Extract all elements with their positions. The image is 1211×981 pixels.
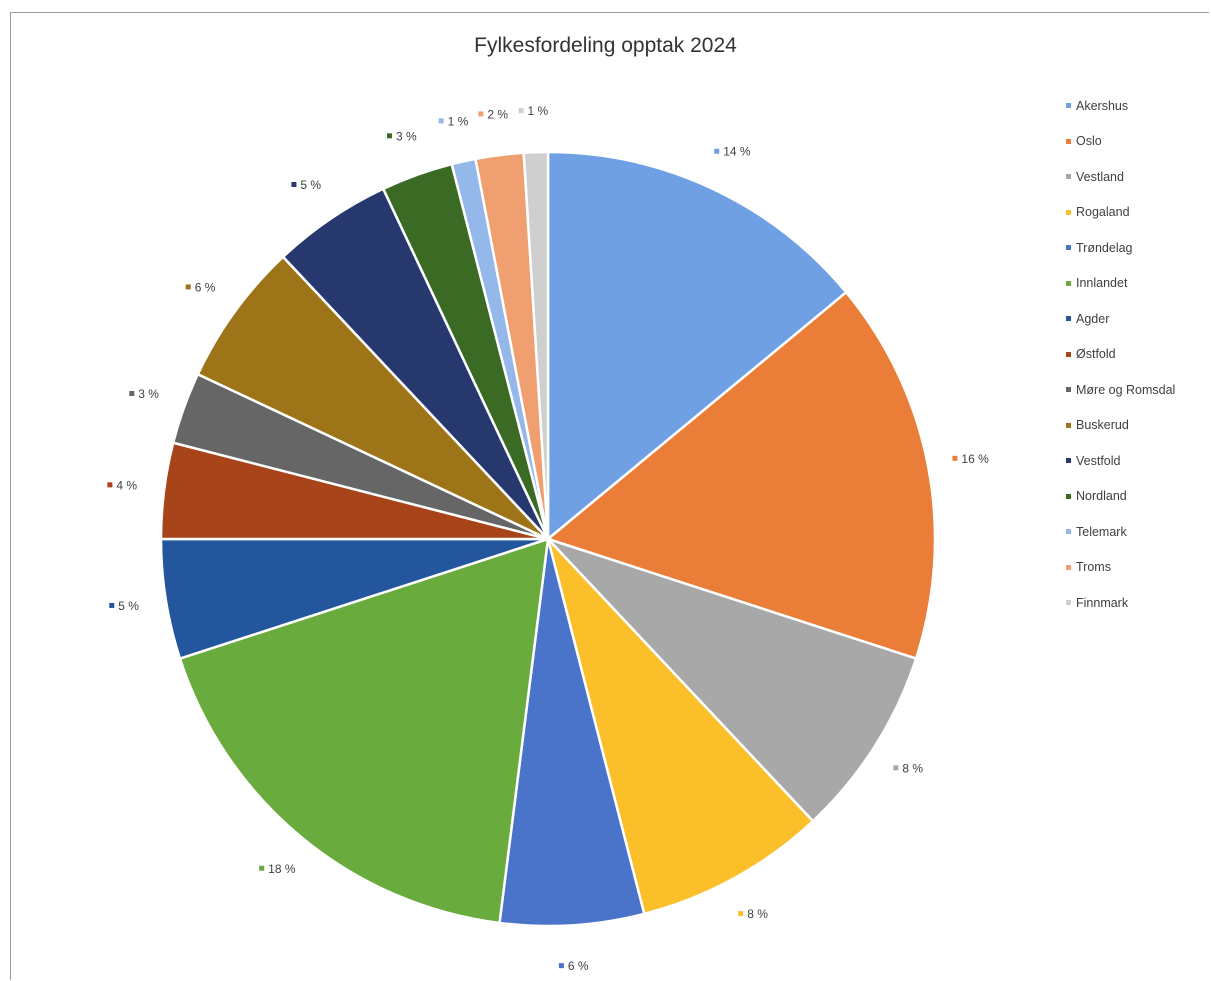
data-label-marker-vestfold [291,182,297,188]
data-label-marker-trondelag [558,963,564,969]
pie-slice-rogaland [546,538,815,916]
data-label-marker-buskerud [185,284,191,290]
legend-item-troms: Troms [1066,550,1175,586]
data-label-akershus: 14 % [723,145,751,159]
legend-swatch [1066,316,1071,322]
legend-label: Finnmark [1076,595,1129,610]
legend-swatch [1066,280,1071,286]
legend-swatch [1066,493,1071,499]
legend-item-telemark: Telemark [1066,514,1175,550]
data-label-marker-agder [109,602,115,608]
pie-slice-oslo [545,290,937,661]
legend-label: Østfold [1076,347,1116,362]
data-label-marker-vestland [893,765,899,771]
data-label-marker-more-og-romsdal [129,391,135,397]
legend-label: Nordland [1076,489,1127,504]
legend-swatch [1066,174,1071,180]
data-label-marker-telemark [438,118,444,124]
pie-slice-vestland [547,537,918,823]
legend-item-finnmark: Finnmark [1066,585,1175,621]
data-label-marker-nordland [387,133,393,139]
legend-item-vestland: Vestland [1066,159,1175,195]
data-label-marker-rogaland [738,911,744,917]
legend-swatch [1066,245,1071,251]
data-label-marker-finnmark [518,108,524,114]
legend-item-innlandet: Innlandet [1066,266,1175,302]
data-label-troms: 2 % [487,107,508,121]
pie-slice-akershus [546,150,848,542]
data-label-oslo: 16 % [961,452,989,466]
legend-swatch [1066,387,1071,393]
legend-swatch [1066,138,1071,144]
data-label-finnmark: 1 % [528,104,549,118]
legend-item-more-og-romsdal: Møre og Romsdal [1066,372,1175,408]
legend-label: Akershus [1076,98,1129,113]
legend-item-trondelag: Trøndelag [1066,230,1175,266]
data-label-marker-oslo [952,455,958,461]
legend-item-buskerud: Buskerud [1066,408,1175,444]
data-label-marker-ostfold [107,482,113,488]
data-label-telemark: 1 % [448,114,469,128]
data-label-agder: 5 % [118,599,139,613]
legend-label: Oslo [1076,134,1102,149]
legend-swatch [1066,600,1071,606]
legend-label: Telemark [1076,524,1127,539]
data-label-nordland: 3 % [396,129,417,143]
legend-label: Agder [1076,311,1110,326]
legend-label: Vestland [1076,169,1124,184]
legend-swatch [1066,351,1071,357]
legend-label: Vestfold [1076,453,1121,468]
legend-item-vestfold: Vestfold [1066,443,1175,479]
legend-item-oslo: Oslo [1066,124,1175,160]
legend-item-ostfold: Østfold [1066,337,1175,373]
data-label-vestfold: 5 % [300,178,321,192]
data-label-marker-akershus [714,148,720,154]
pie-slice-innlandet [178,537,550,925]
data-label-marker-innlandet [259,865,265,871]
legend-item-nordland: Nordland [1066,479,1175,515]
legend-swatch [1066,529,1071,535]
chart-title: Fylkesfordeling opptak 2024 [474,34,737,57]
data-label-ostfold: 4 % [116,478,137,492]
data-label-more-og-romsdal: 3 % [138,387,159,401]
chart-frame [10,12,1209,980]
legend-label: Troms [1076,560,1111,575]
legend-item-agder: Agder [1066,301,1175,337]
data-label-trondelag: 6 % [568,959,589,973]
legend-item-akershus: Akershus [1066,88,1175,124]
legend-label: Møre og Romsdal [1076,382,1176,397]
pie-slice-buskerud [196,255,549,541]
chart-legend: Akershus Oslo Vestland Rogaland Trøndelag Inn… [1066,88,1175,621]
pie-slice-trondelag [498,538,646,928]
legend-label: Buskerud [1076,418,1129,433]
legend-swatch [1066,103,1071,109]
legend-label: Innlandet [1076,276,1128,291]
data-label-marker-troms [478,111,484,117]
data-label-buskerud: 6 % [195,280,216,294]
data-label-rogaland: 8 % [747,907,768,921]
pie-slice-finnmark [522,150,550,540]
data-label-vestland: 8 % [902,761,923,775]
legend-swatch [1066,564,1071,570]
legend-item-rogaland: Rogaland [1066,195,1175,231]
data-label-innlandet: 18 % [268,862,296,876]
legend-swatch [1066,458,1071,464]
legend-label: Trøndelag [1076,240,1133,255]
legend-swatch [1066,422,1071,428]
legend-label: Rogaland [1076,205,1130,220]
legend-swatch [1066,209,1071,215]
